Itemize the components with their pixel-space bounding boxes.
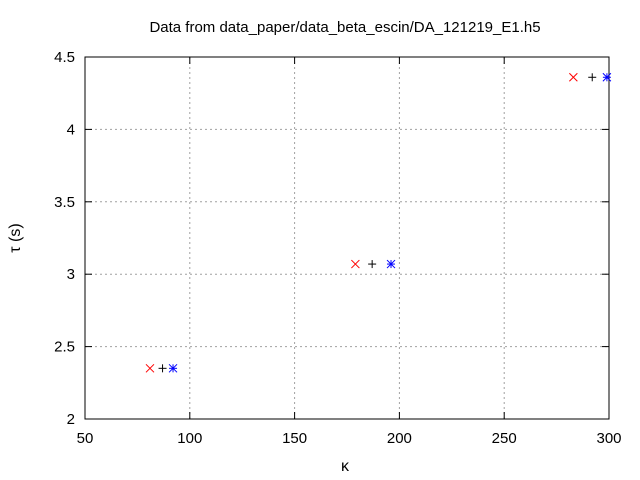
x-axis-label: κ	[341, 458, 350, 475]
y-tick-label: 4	[67, 121, 75, 138]
x-tick-label: 100	[177, 430, 202, 447]
x-tick-label: 150	[282, 430, 307, 447]
y-axis-label: τ (s)	[7, 223, 24, 252]
data-point-x	[569, 72, 578, 82]
y-tick-label: 4.5	[54, 49, 75, 66]
data-point-star	[168, 363, 178, 373]
data-point-x	[145, 363, 155, 373]
y-tick-label: 3	[67, 266, 75, 283]
x-tick-label: 300	[596, 430, 621, 447]
y-tick-label: 3.5	[54, 194, 75, 211]
data-point-star	[386, 259, 396, 269]
plot-frame	[84, 56, 610, 420]
data-point-star	[602, 72, 612, 82]
grid-layer	[85, 57, 609, 419]
y-tick-label: 2	[67, 411, 75, 428]
x-tick-label: 250	[492, 430, 517, 447]
tick-layer: 50 100 150 200 250 300 2 2.5 3 3.5 4 4.5	[54, 49, 621, 447]
x-tick-label: 200	[387, 430, 412, 447]
data-point-plus	[158, 364, 167, 373]
data-points-layer	[145, 72, 612, 373]
chart-title: Data from data_paper/data_beta_escin/DA_…	[149, 19, 540, 36]
data-point-plus	[368, 260, 377, 269]
y-tick-label: 2.5	[54, 339, 75, 356]
data-point-x	[351, 259, 360, 269]
data-point-plus	[588, 73, 597, 82]
x-tick-label: 50	[77, 430, 94, 447]
